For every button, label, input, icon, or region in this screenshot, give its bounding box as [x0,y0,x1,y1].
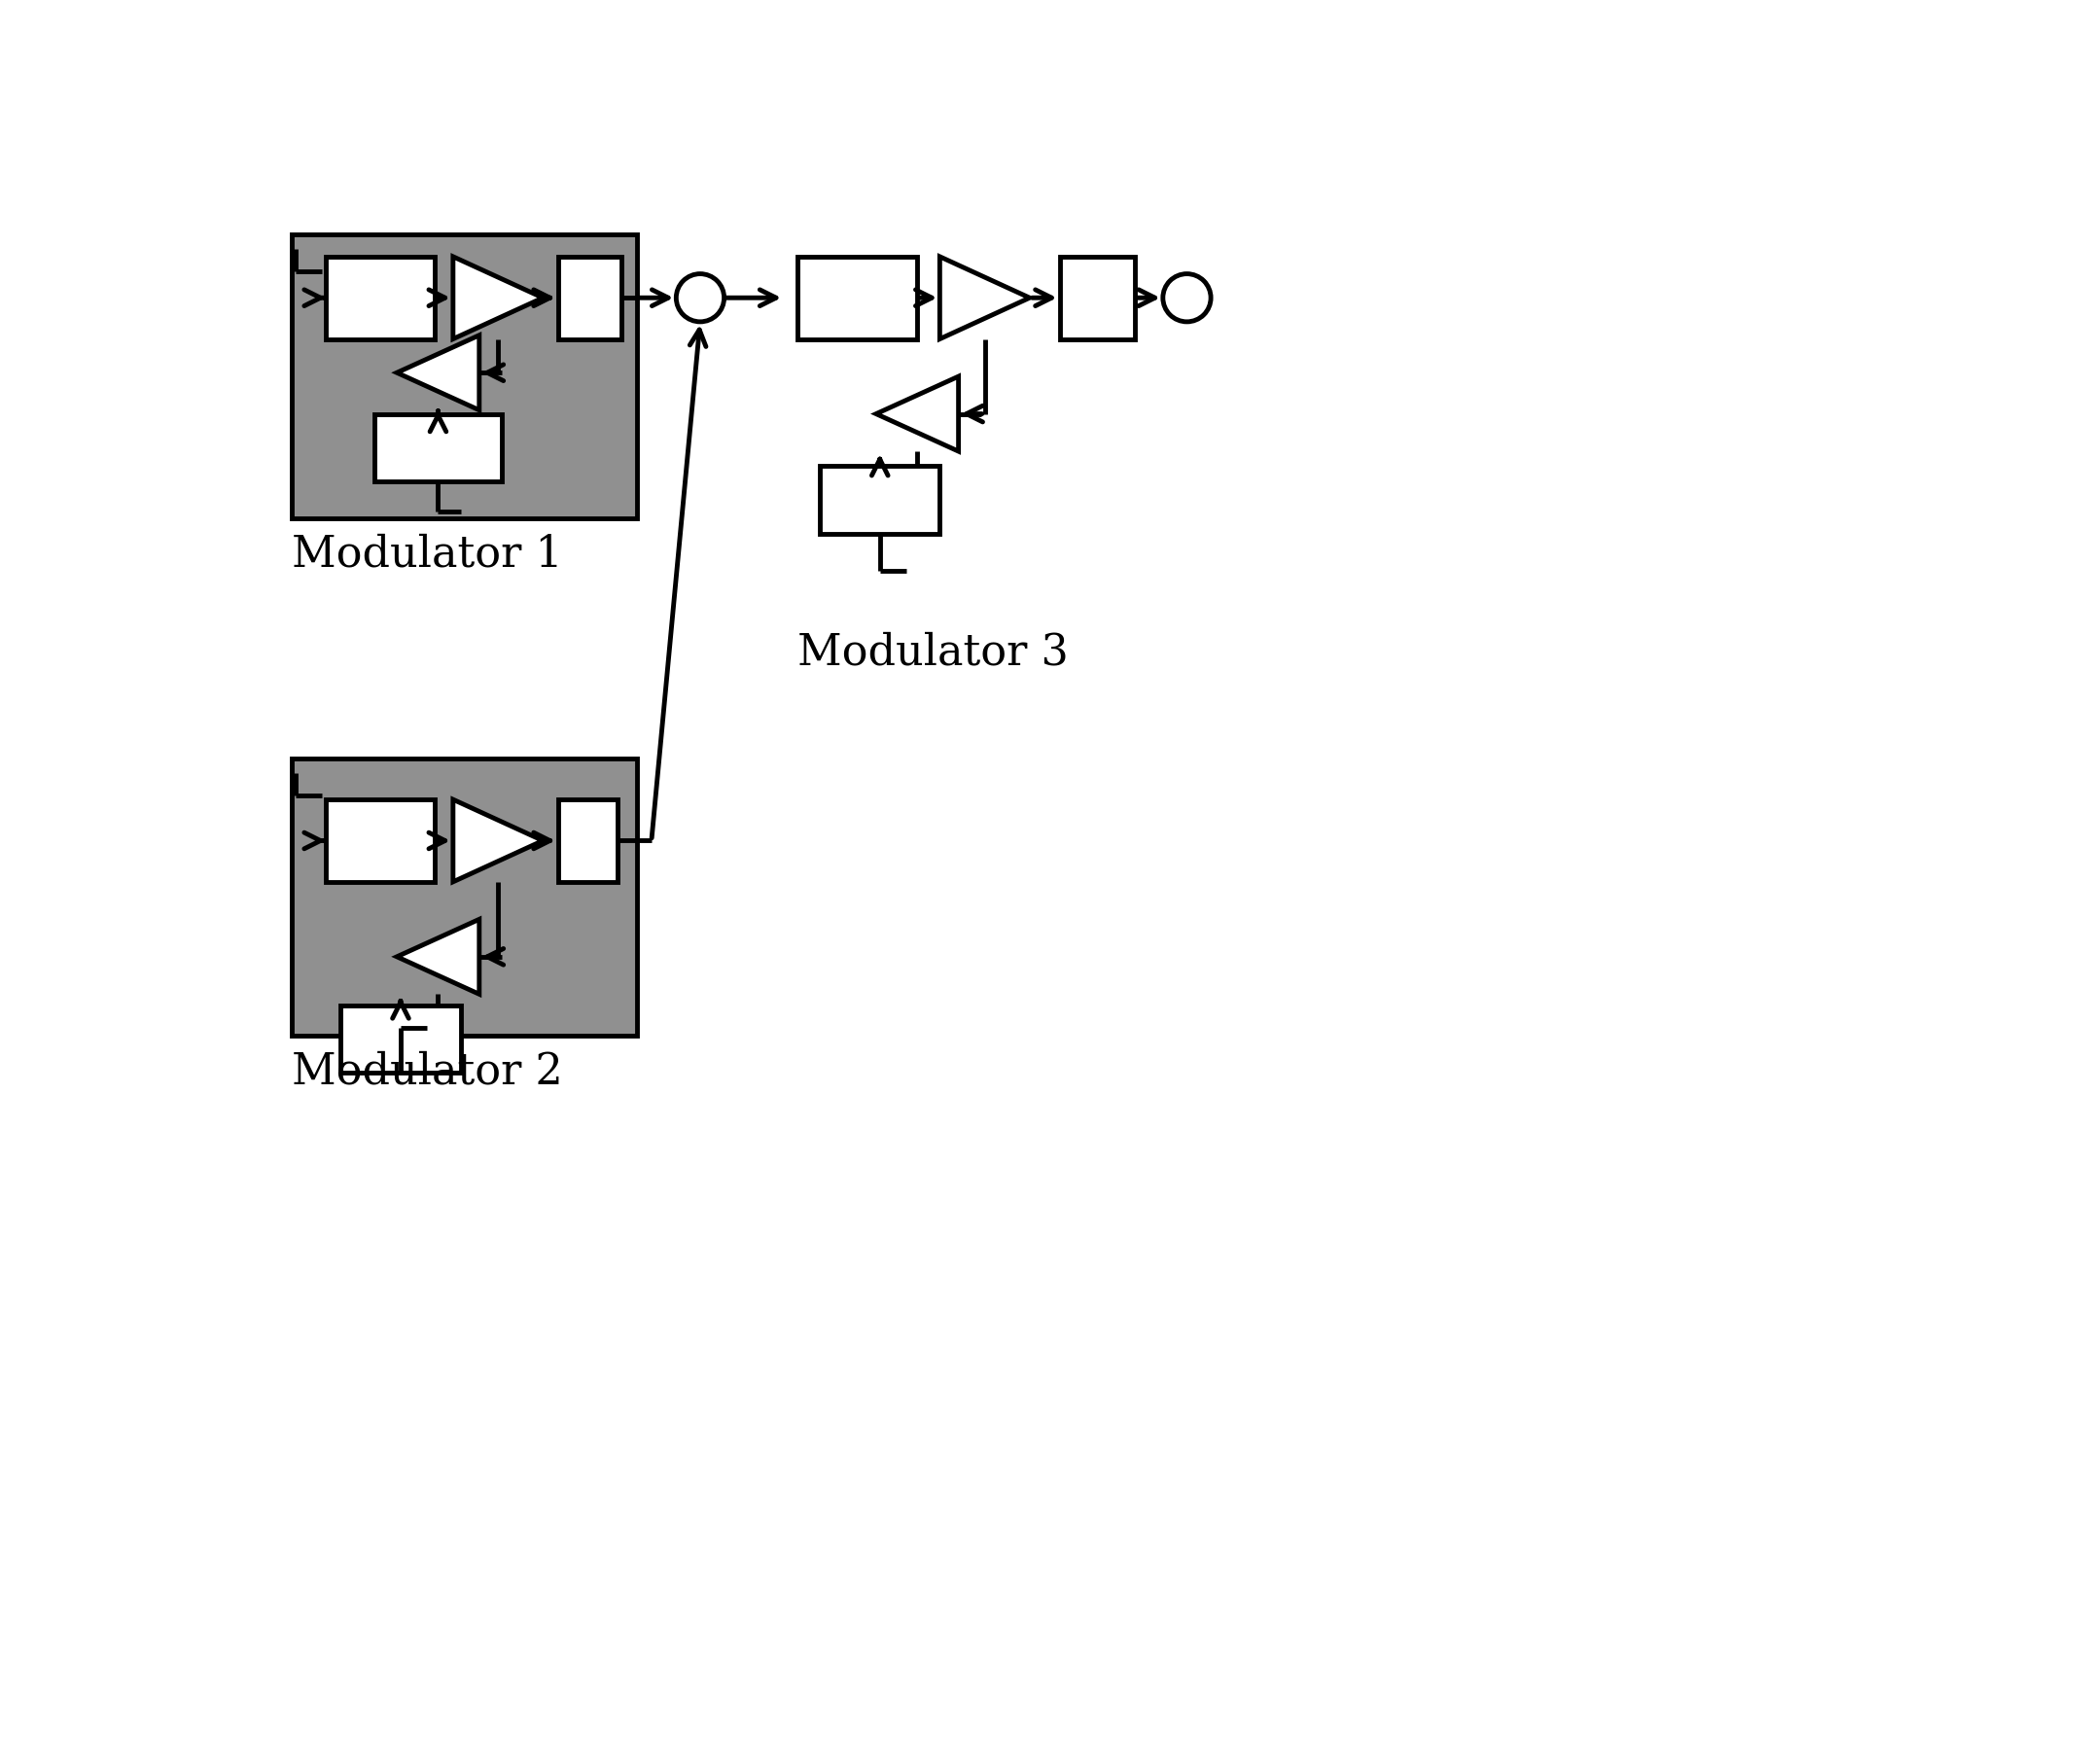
Circle shape [1163,273,1211,321]
Polygon shape [876,376,959,452]
Bar [325,256,434,339]
Text: Modulator 2: Modulator 2 [292,1050,563,1092]
Polygon shape [452,799,542,882]
Bar [1059,256,1134,339]
Bar [340,1005,461,1073]
Bar [796,256,917,339]
Bar [819,466,940,534]
Circle shape [676,273,723,321]
Bar [325,799,434,882]
Bar [559,256,621,339]
Text: Modulator 1: Modulator 1 [292,534,563,575]
Bar [559,799,617,882]
Polygon shape [940,256,1030,339]
Text: Modulator 3: Modulator 3 [796,632,1070,674]
Polygon shape [396,335,480,409]
Polygon shape [396,919,480,995]
Bar [292,759,636,1035]
Bar [375,415,502,482]
Polygon shape [452,256,542,339]
Bar [292,235,636,519]
